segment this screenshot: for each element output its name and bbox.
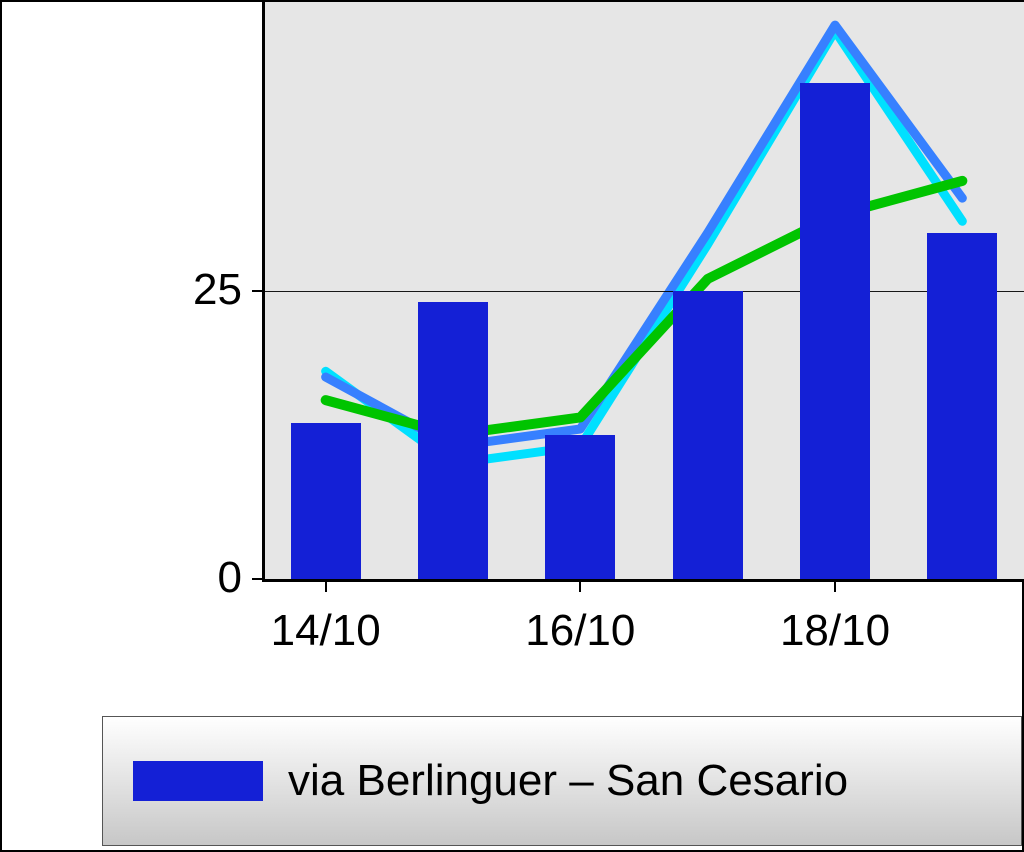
x-tick-label: 16/10 [510,606,650,656]
bar [927,233,997,579]
y-tick [252,290,262,292]
bar [418,302,488,579]
legend-label: via Berlinguer – San Cesario [288,756,848,806]
y-tick-label: 0 [152,553,242,603]
gridline [262,291,1024,292]
x-tick [579,582,581,592]
legend: via Berlinguer – San Cesario [102,716,1022,846]
bar [291,423,361,579]
bar [545,435,615,579]
chart-root: Co via Berlinguer – San Cesario 02514/10… [0,0,1024,852]
x-tick [325,582,327,592]
bar [673,291,743,580]
y-tick-label: 25 [152,265,242,315]
line-overlay [262,2,1024,582]
legend-swatch [133,761,263,801]
x-tick-label: 18/10 [765,606,905,656]
plot-area [262,2,1024,582]
x-tick [834,582,836,592]
x-tick-label: 14/10 [256,606,396,656]
y-tick [252,578,262,580]
bar [800,83,870,579]
